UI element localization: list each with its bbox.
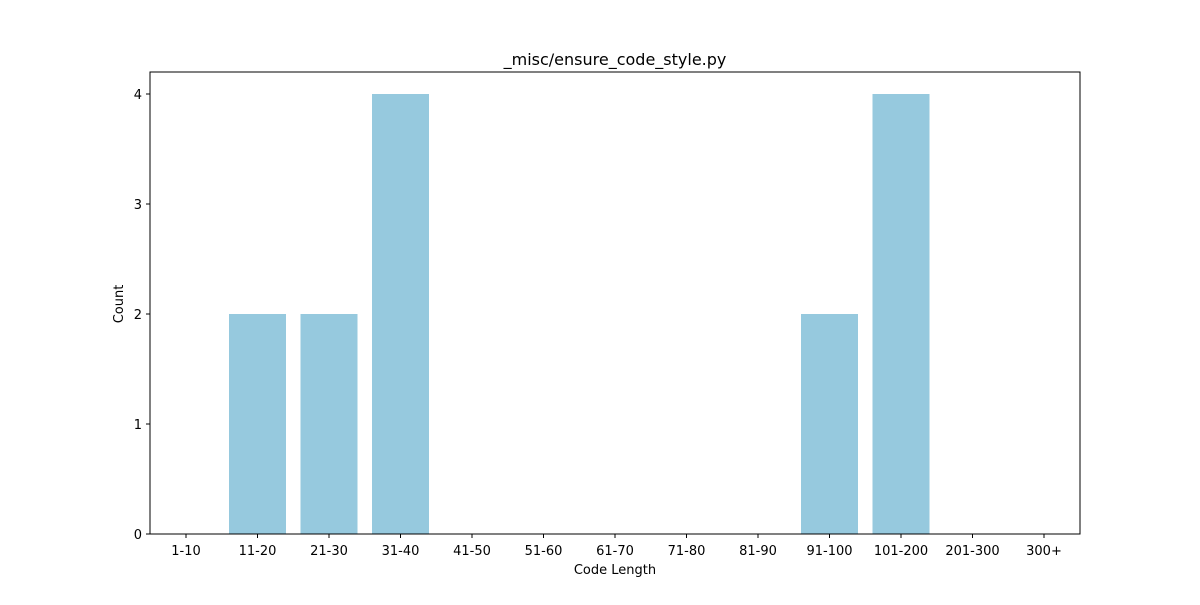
x-tick-label: 11-20: [239, 544, 277, 559]
y-tick-label: 0: [134, 528, 142, 543]
x-axis-title: Code Length: [574, 563, 656, 578]
x-tick-label: 51-60: [525, 544, 563, 559]
y-tick-label: 4: [134, 88, 142, 103]
x-tick-label: 300+: [1026, 544, 1062, 559]
y-ticks-layer: 0 1 2 3 4: [134, 88, 150, 543]
x-tick-label: 41-50: [453, 544, 491, 559]
y-tick-label: 1: [134, 418, 142, 433]
y-axis-title: Count: [112, 285, 127, 324]
y-tick-label: 3: [134, 198, 142, 213]
bar-21-30: [300, 314, 358, 534]
x-tick-label: 1-10: [171, 544, 201, 559]
chart-title: _misc/ensure_code_style.py: [503, 50, 727, 70]
x-tick-label: 81-90: [739, 544, 777, 559]
bar-31-40: [372, 94, 429, 534]
x-tick-label: 71-80: [668, 544, 706, 559]
x-tick-label: 201-300: [945, 544, 999, 559]
x-tick-label: 31-40: [382, 544, 420, 559]
x-tick-label: 21-30: [310, 544, 348, 559]
plot-frame: [149, 71, 1081, 535]
x-tick-label: 91-100: [806, 544, 852, 559]
y-tick-label: 2: [134, 308, 142, 323]
x-tick-label: 61-70: [596, 544, 634, 559]
x-tick-label: 101-200: [874, 544, 928, 559]
bar-11-20: [229, 314, 286, 534]
bar-101-200: [872, 94, 930, 534]
bar-91-100: [801, 314, 858, 534]
bars-layer: [229, 94, 930, 534]
x-ticks-layer: 1-10 11-20 21-30 31-40 41-50 51-60 61-70 71-80 8…: [171, 534, 1062, 559]
